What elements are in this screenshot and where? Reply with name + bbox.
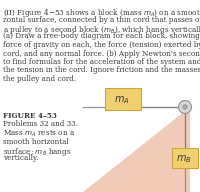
- Text: cord, and any normal force. (b) Apply Newton's second law: cord, and any normal force. (b) Apply Ne…: [3, 50, 200, 57]
- Text: the pulley and cord.: the pulley and cord.: [3, 75, 76, 83]
- Text: surface; $m_B$ hangs: surface; $m_B$ hangs: [3, 146, 72, 158]
- Text: Mass $m_A$ rests on a: Mass $m_A$ rests on a: [3, 129, 75, 139]
- Circle shape: [179, 100, 192, 113]
- Text: to find formulas for the acceleration of the system and for: to find formulas for the acceleration of…: [3, 58, 200, 66]
- Text: force of gravity on each, the force (tension) exerted by the: force of gravity on each, the force (ten…: [3, 41, 200, 49]
- Text: $m_B$: $m_B$: [176, 154, 192, 165]
- Text: a pulley to a second block ($m_B$), which hangs vertically.: a pulley to a second block ($m_B$), whic…: [3, 24, 200, 36]
- Text: $m_A$: $m_A$: [114, 95, 130, 106]
- Text: smooth horizontal: smooth horizontal: [3, 137, 69, 146]
- Text: (a) Draw a free-body diagram for each block, showing the: (a) Draw a free-body diagram for each bl…: [3, 32, 200, 41]
- Text: Problems 32 and 33.: Problems 32 and 33.: [3, 121, 78, 128]
- Bar: [172, 148, 198, 168]
- Circle shape: [183, 105, 187, 109]
- Polygon shape: [83, 107, 190, 192]
- Text: FIGURE 4–53: FIGURE 4–53: [3, 112, 57, 120]
- Text: zontal surface, connected by a thin cord that passes over: zontal surface, connected by a thin cord…: [3, 16, 200, 23]
- Text: (II) Figure 4$-$53 shows a block (mass $m_A$) on a smooth hori-: (II) Figure 4$-$53 shows a block (mass $…: [3, 7, 200, 19]
- Bar: [105, 88, 141, 110]
- Text: the tension in the cord. Ignore friction and the masses of: the tension in the cord. Ignore friction…: [3, 66, 200, 74]
- Text: vertically.: vertically.: [3, 155, 38, 162]
